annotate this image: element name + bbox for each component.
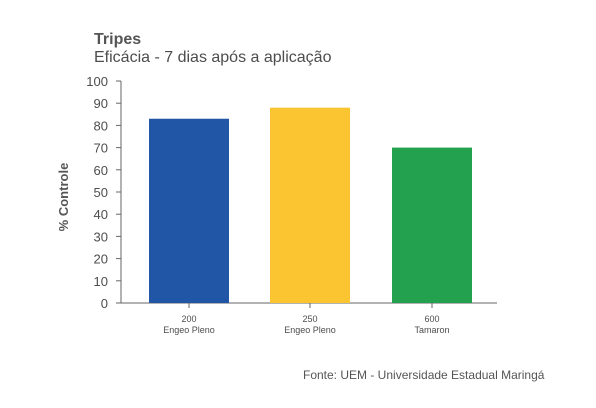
x-tick-label-product: Tamaron: [414, 325, 449, 335]
y-axis-label: % Controle: [56, 163, 71, 232]
y-tick-label: 80: [94, 118, 108, 133]
y-tick-label: 30: [94, 229, 108, 244]
y-tick-label: 0: [101, 296, 108, 311]
y-tick-label: 60: [94, 163, 108, 178]
x-tick-label-dose: 200: [181, 314, 196, 324]
x-tick-label-product: Engeo Pleno: [163, 325, 215, 335]
x-tick-label-dose: 600: [424, 314, 439, 324]
y-tick-label: 100: [86, 74, 108, 89]
chart-subtitle: Eficácia - 7 dias após a aplicação: [94, 49, 332, 66]
y-tick-label: 40: [94, 207, 108, 222]
y-tick-label: 10: [94, 274, 108, 289]
bar: [149, 118, 229, 304]
x-tick-label-product: Engeo Pleno: [284, 325, 336, 335]
bar: [392, 147, 472, 303]
bar: [270, 107, 350, 303]
y-tick-label: 90: [94, 96, 108, 111]
x-tick-label-dose: 250: [302, 314, 317, 324]
y-tick-label: 70: [94, 141, 108, 156]
source-note: Fonte: UEM - Universidade Estadual Marin…: [303, 368, 545, 382]
y-tick-label: 50: [94, 185, 108, 200]
chart-title: Tripes: [94, 31, 142, 48]
y-tick-label: 20: [94, 252, 108, 267]
